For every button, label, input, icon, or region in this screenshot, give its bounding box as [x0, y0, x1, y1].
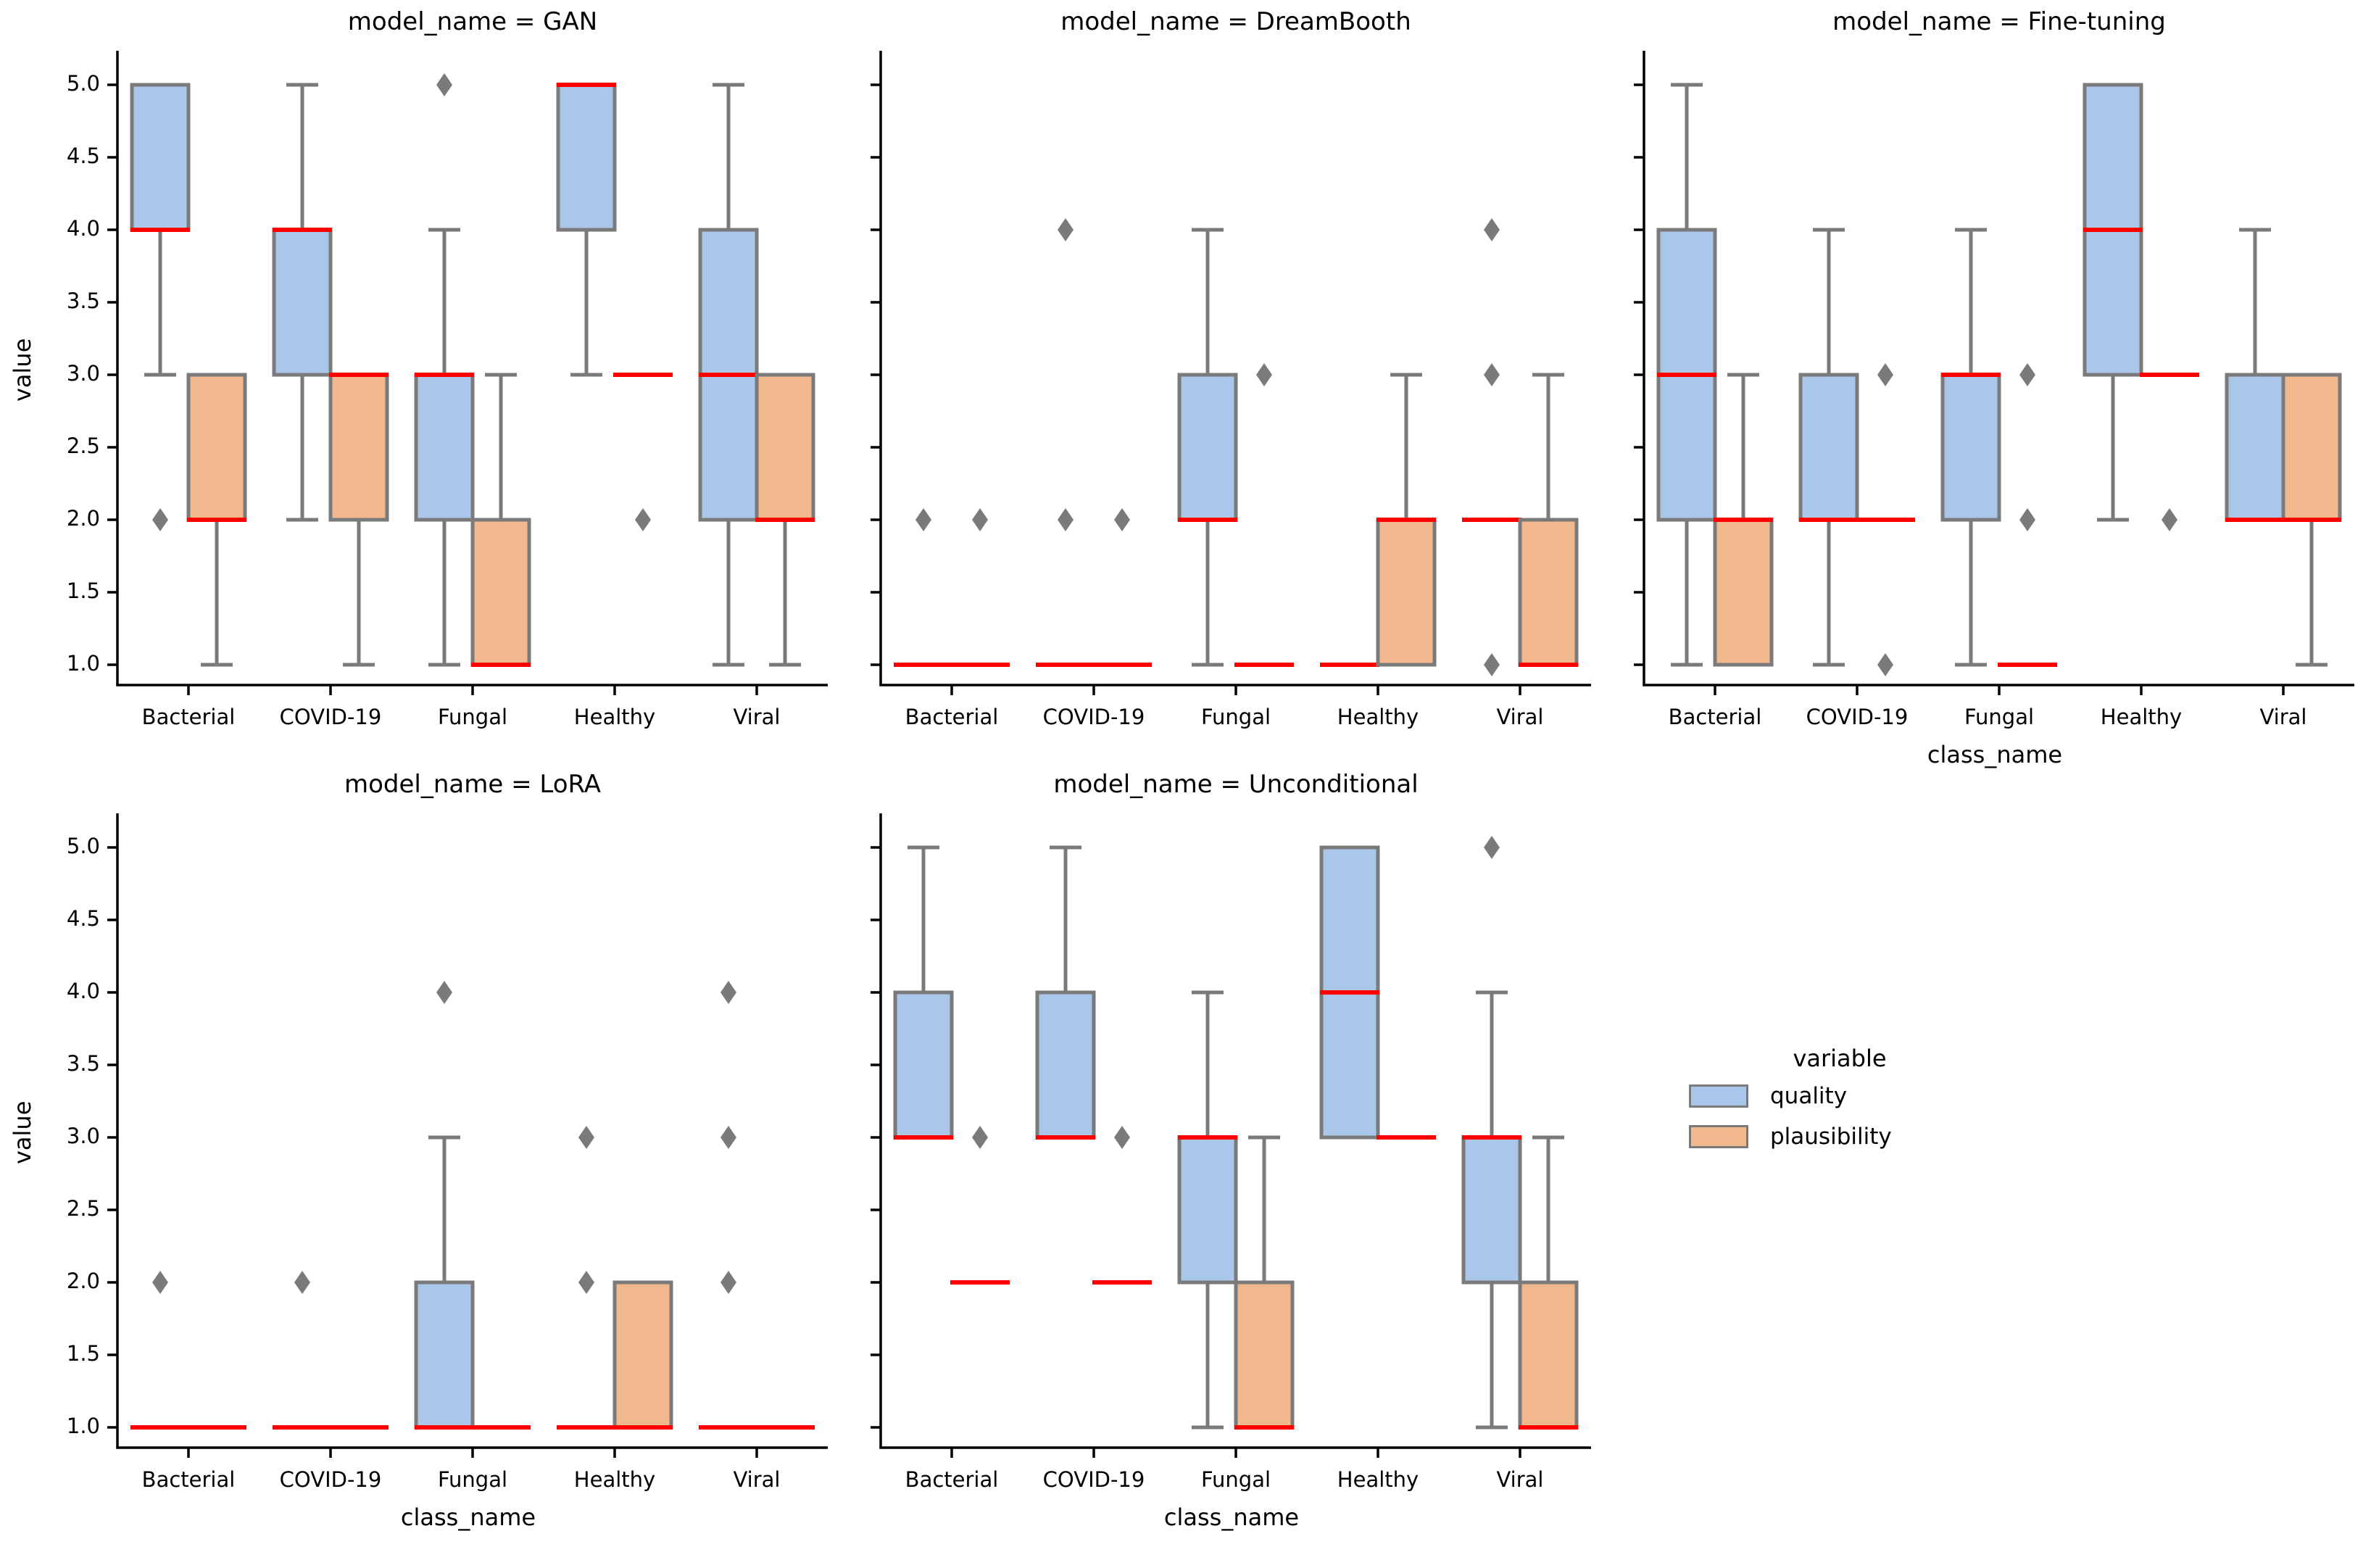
svg-text:Healthy: Healthy — [2101, 705, 2182, 729]
x-axis-label-unconditional: class_name — [1163, 1503, 1300, 1531]
svg-text:5.0: 5.0 — [67, 71, 100, 96]
svg-text:Viral: Viral — [733, 1467, 780, 1492]
svg-text:4.5: 4.5 — [67, 906, 100, 931]
svg-text:3.5: 3.5 — [67, 289, 100, 313]
svg-text:COVID-19: COVID-19 — [280, 1467, 382, 1492]
y-axis-label-top-row: value — [9, 338, 36, 402]
svg-text:Healthy: Healthy — [1337, 705, 1419, 729]
svg-text:5.0: 5.0 — [67, 834, 100, 858]
svg-text:4.0: 4.0 — [67, 216, 100, 241]
svg-text:2.5: 2.5 — [67, 434, 100, 458]
svg-text:Healthy: Healthy — [574, 1467, 655, 1492]
svg-text:Viral: Viral — [1496, 705, 1543, 729]
svg-text:Healthy: Healthy — [1337, 1467, 1419, 1492]
boxplot-canvas-unconditional: Bacterial COVID-19 Fungal Healthy Viral — [871, 813, 1591, 1492]
legend-title: variable — [1793, 1045, 1887, 1072]
x-axis-label-finetuning: class_name — [1927, 741, 2063, 768]
subplot-lora: model_name = LoRA 5.0 4.5 4.0 3.5 3.0 2.5 2.0 1… — [16, 767, 842, 1537]
svg-text:Bacterial: Bacterial — [142, 705, 236, 729]
legend: variable quality plausibility — [1680, 1041, 1999, 1157]
svg-text:Viral: Viral — [733, 705, 780, 729]
svg-text:2.0: 2.0 — [67, 506, 100, 531]
svg-text:1.0: 1.0 — [67, 1414, 100, 1438]
svg-text:3.0: 3.0 — [67, 361, 100, 386]
svg-text:COVID-19: COVID-19 — [1806, 705, 1909, 729]
svg-text:1.5: 1.5 — [67, 578, 100, 603]
svg-text:3.0: 3.0 — [67, 1124, 100, 1148]
svg-text:Bacterial: Bacterial — [1669, 705, 1762, 729]
subplot-title-lora: model_name = LoRA — [344, 770, 602, 799]
subplot-title-finetuning: model_name = Fine-tuning — [1832, 7, 2166, 36]
svg-text:2.0: 2.0 — [67, 1269, 100, 1293]
boxplot-canvas-finetuning: Bacterial COVID-19 Fungal Healthy Viral — [1634, 51, 2354, 729]
legend-swatch-quality-icon — [1689, 1084, 1748, 1108]
legend-entry-quality: quality — [1680, 1076, 1999, 1116]
legend-label-plausibility: plausibility — [1770, 1124, 1892, 1150]
subplot-dreambooth: model_name = DreamBooth Bacterial COVID-1… — [779, 4, 1606, 774]
boxplot-canvas-dreambooth: Bacterial COVID-19 Fungal Healthy Viral — [871, 51, 1591, 729]
legend-swatch-plausibility-icon — [1689, 1125, 1748, 1148]
svg-text:Fungal: Fungal — [438, 705, 507, 729]
svg-text:Bacterial: Bacterial — [142, 1467, 236, 1492]
boxplot-canvas-lora: 5.0 4.5 4.0 3.5 3.0 2.5 2.0 1.5 1.0 Bacterial COVI… — [67, 813, 828, 1492]
svg-text:4.0: 4.0 — [67, 979, 100, 1003]
svg-text:COVID-19: COVID-19 — [1043, 1467, 1145, 1492]
svg-text:COVID-19: COVID-19 — [280, 705, 382, 729]
svg-text:4.5: 4.5 — [67, 144, 100, 168]
subplot-title-gan: model_name = GAN — [347, 7, 598, 36]
boxplot-canvas-gan: 5.0 4.5 4.0 3.5 3.0 2.5 2.0 1.5 1.0 Bacterial COVI… — [67, 51, 828, 729]
svg-text:Fungal: Fungal — [1201, 705, 1271, 729]
subplot-unconditional: model_name = Unconditional Bacterial COVI… — [779, 767, 1606, 1537]
legend-entry-plausibility: plausibility — [1680, 1116, 1999, 1157]
svg-text:COVID-19: COVID-19 — [1043, 705, 1145, 729]
svg-text:Viral: Viral — [1496, 1467, 1543, 1492]
subplot-title-dreambooth: model_name = DreamBooth — [1060, 7, 1411, 36]
svg-text:Fungal: Fungal — [1964, 705, 2034, 729]
legend-label-quality: quality — [1770, 1083, 1848, 1109]
svg-text:1.0: 1.0 — [67, 651, 100, 676]
svg-text:Healthy: Healthy — [574, 705, 655, 729]
svg-text:Bacterial: Bacterial — [905, 705, 999, 729]
svg-text:Viral: Viral — [2259, 705, 2306, 729]
svg-text:3.5: 3.5 — [67, 1051, 100, 1076]
svg-text:Fungal: Fungal — [1201, 1467, 1271, 1492]
subplot-title-unconditional: model_name = Unconditional — [1053, 770, 1419, 799]
subplot-finetuning: model_name = Fine-tuning Bacterial COVID-… — [1542, 4, 2369, 774]
y-axis-label-bottom-row: value — [9, 1100, 36, 1164]
svg-text:Fungal: Fungal — [438, 1467, 507, 1492]
x-axis-label-lora: class_name — [400, 1503, 536, 1531]
svg-text:1.5: 1.5 — [67, 1341, 100, 1366]
subplot-gan: model_name = GAN 5.0 4.5 4.0 3.5 3.0 2.5 2.0 1.… — [16, 4, 842, 774]
svg-text:2.5: 2.5 — [67, 1196, 100, 1221]
svg-text:Bacterial: Bacterial — [905, 1467, 999, 1492]
